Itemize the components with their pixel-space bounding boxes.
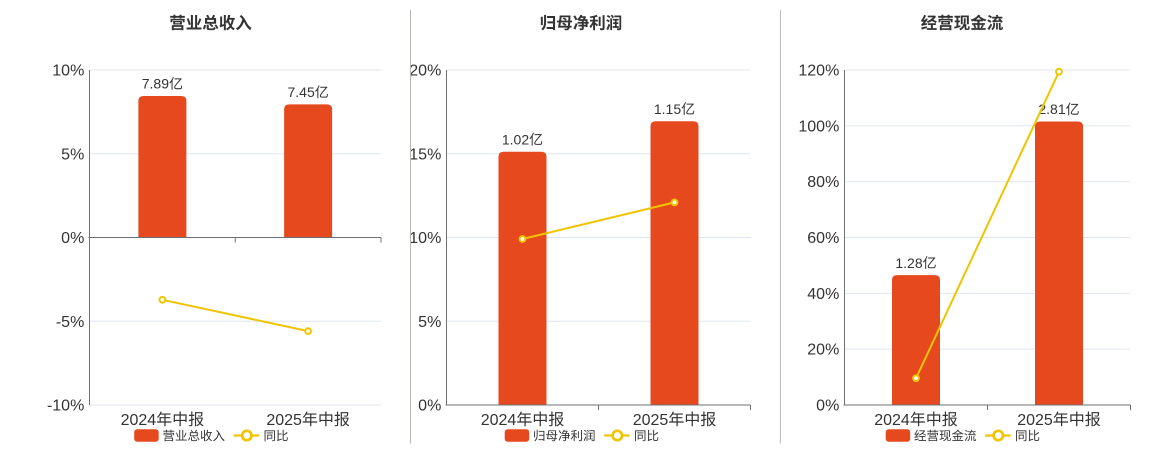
- svg-text:2025: 2025: [1017, 412, 1053, 429]
- svg-text:20%: 20%: [409, 63, 441, 80]
- svg-text:100%: 100%: [798, 118, 839, 135]
- svg-text:2024: 2024: [874, 412, 910, 429]
- svg-text:7.89: 7.89: [142, 76, 169, 92]
- svg-text:20%: 20%: [807, 342, 839, 359]
- svg-text:120%: 120%: [798, 63, 839, 80]
- svg-text:0%: 0%: [418, 398, 441, 415]
- svg-text:40%: 40%: [807, 286, 839, 303]
- svg-text:1.02: 1.02: [502, 131, 529, 147]
- svg-text:2024: 2024: [481, 412, 517, 429]
- svg-text:15%: 15%: [409, 146, 441, 163]
- svg-text:2024: 2024: [121, 412, 157, 429]
- svg-text:1.15: 1.15: [654, 101, 681, 117]
- svg-text:5%: 5%: [418, 314, 441, 331]
- svg-text:10%: 10%: [409, 230, 441, 247]
- svg-text:0%: 0%: [61, 230, 84, 247]
- svg-text:2.81: 2.81: [1038, 101, 1065, 117]
- svg-text:60%: 60%: [807, 230, 839, 247]
- svg-text:-10%: -10%: [47, 398, 84, 415]
- svg-text:2025: 2025: [266, 412, 302, 429]
- svg-text:80%: 80%: [807, 174, 839, 191]
- svg-text:10%: 10%: [52, 63, 84, 80]
- svg-text:-5%: -5%: [56, 314, 84, 331]
- svg-text:5%: 5%: [61, 146, 84, 163]
- svg-text:1.28: 1.28: [895, 255, 922, 271]
- svg-text:2025: 2025: [633, 412, 669, 429]
- svg-text:0%: 0%: [816, 398, 839, 415]
- svg-text:7.45: 7.45: [288, 84, 315, 100]
